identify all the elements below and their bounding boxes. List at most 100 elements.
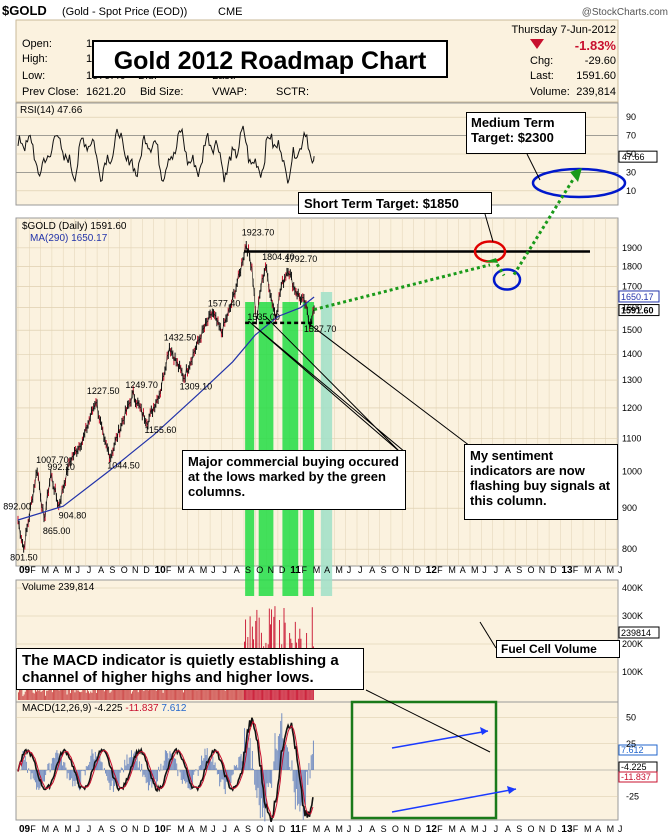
macd-histogram-bar bbox=[164, 750, 166, 770]
month-label-bottom: N bbox=[539, 824, 546, 834]
macd-histogram-bar bbox=[240, 754, 242, 770]
green-column bbox=[258, 302, 274, 596]
macd-histogram-bar bbox=[212, 756, 214, 770]
macd-histogram-bar bbox=[85, 766, 87, 770]
macd-histogram-bar bbox=[40, 770, 42, 779]
macd-histogram-bar bbox=[292, 770, 294, 782]
macd-histogram-bar bbox=[46, 770, 48, 771]
macd-histogram-bar bbox=[273, 761, 275, 770]
forecast-arrowhead bbox=[484, 258, 498, 263]
volume-bar bbox=[60, 682, 62, 700]
macd-histogram-bar bbox=[141, 763, 143, 770]
macd-histogram-bar bbox=[143, 770, 145, 775]
green-column bbox=[320, 292, 333, 596]
macd-histogram-bar bbox=[184, 770, 186, 782]
macd-histogram-bar bbox=[276, 750, 278, 770]
month-label-top: J bbox=[618, 565, 623, 575]
month-label-top: N bbox=[132, 565, 139, 575]
month-label-bottom: F bbox=[437, 824, 443, 834]
macd-histogram-bar bbox=[260, 770, 262, 799]
macd-histogram-bar bbox=[283, 746, 285, 770]
volume-bar bbox=[91, 692, 93, 700]
macd-tick-label: -25 bbox=[626, 791, 639, 801]
macd-histogram-bar bbox=[295, 770, 297, 789]
watermark: @StockCharts.com bbox=[582, 7, 668, 18]
macd-histogram-bar bbox=[232, 770, 234, 775]
macd-histogram-bar bbox=[220, 770, 222, 783]
macd-histogram-bar bbox=[250, 768, 252, 770]
macd-histogram-bar bbox=[24, 756, 26, 770]
volume-bar bbox=[76, 690, 78, 700]
macd-histogram-bar bbox=[73, 770, 75, 782]
macd-value-flag bbox=[618, 744, 658, 756]
volume-bar bbox=[62, 680, 63, 700]
volume-bar bbox=[103, 691, 105, 700]
month-label-bottom: F bbox=[30, 824, 36, 834]
month-label-bottom: 09 bbox=[19, 824, 31, 835]
month-label-top: 09 bbox=[19, 565, 31, 576]
volume-bar bbox=[120, 680, 122, 700]
volume-bar bbox=[63, 682, 65, 700]
macd-histogram-bar bbox=[262, 770, 264, 818]
macd-histogram-bar bbox=[71, 770, 73, 779]
volume-bar bbox=[180, 684, 182, 700]
macd-histogram-bar bbox=[189, 770, 191, 791]
volume-bar bbox=[45, 695, 47, 700]
macd-histogram-bar bbox=[284, 745, 286, 770]
macd-histogram-bar bbox=[108, 770, 110, 783]
macd-histogram-bar bbox=[258, 770, 260, 806]
month-label-top: F bbox=[302, 565, 308, 575]
month-label-bottom: F bbox=[302, 824, 308, 834]
rsi-label: RSI(14) 47.66 bbox=[20, 105, 83, 116]
macd-histogram-bar bbox=[67, 770, 69, 774]
month-label-top: A bbox=[460, 565, 466, 575]
rsi-line bbox=[17, 125, 315, 184]
macd-histogram-bar bbox=[29, 770, 31, 771]
macd-histogram-bar bbox=[228, 770, 230, 782]
macd-histogram-bar bbox=[286, 747, 288, 770]
field-bidsize-label: Bid Size: bbox=[140, 86, 183, 98]
volume-bar bbox=[173, 683, 175, 700]
macd-histogram-bar bbox=[193, 770, 195, 775]
macd-histogram-bar bbox=[59, 754, 61, 770]
volume-bar bbox=[177, 689, 179, 700]
volume-bar bbox=[53, 689, 54, 700]
price-label: $GOLD (Daily) 1591.60 bbox=[22, 221, 127, 232]
volume-bar bbox=[43, 680, 45, 700]
month-label-top: S bbox=[516, 565, 522, 575]
month-label-bottom: M bbox=[64, 824, 72, 834]
volume-bar bbox=[81, 691, 83, 700]
macd-panel bbox=[15, 701, 619, 821]
macd-histogram-bar bbox=[222, 770, 224, 780]
volume-bar bbox=[163, 687, 165, 700]
month-label-bottom: 13 bbox=[561, 824, 573, 835]
macd-histogram-bar bbox=[179, 770, 181, 773]
volume-bar bbox=[55, 686, 57, 700]
price-point-label: 1527.70 bbox=[304, 324, 337, 334]
macd-histogram-bar bbox=[50, 763, 52, 770]
month-label-bottom: A bbox=[369, 824, 375, 834]
macd-histogram-bar bbox=[269, 770, 271, 784]
macd-histogram-bar bbox=[140, 770, 142, 772]
macd-histogram-bar bbox=[279, 733, 281, 770]
month-label-bottom: O bbox=[392, 824, 399, 834]
macd-histogram-bar bbox=[206, 748, 208, 770]
price-tick-label: 1000 bbox=[622, 466, 642, 476]
volume-bar bbox=[184, 686, 186, 700]
month-label-bottom: A bbox=[595, 824, 601, 834]
volume-bar bbox=[109, 692, 111, 700]
field-prevclose-value: 1621.20 bbox=[86, 86, 126, 98]
macd-histogram-bar bbox=[30, 770, 32, 780]
month-label-top: M bbox=[200, 565, 208, 575]
callout-pointer bbox=[526, 153, 541, 181]
volume-bar bbox=[21, 686, 23, 700]
short-term-callout: Short Term Target: $1850 bbox=[298, 192, 492, 214]
price-point-label: 1155.60 bbox=[145, 425, 177, 435]
field-chg-label: Chg: bbox=[530, 55, 553, 67]
volume-bar bbox=[58, 690, 60, 700]
volume-bar bbox=[46, 690, 48, 700]
volume-bar bbox=[59, 681, 61, 700]
month-label-top: J bbox=[87, 565, 92, 575]
month-label-bottom: O bbox=[528, 824, 535, 834]
month-label-top: D bbox=[143, 565, 150, 575]
